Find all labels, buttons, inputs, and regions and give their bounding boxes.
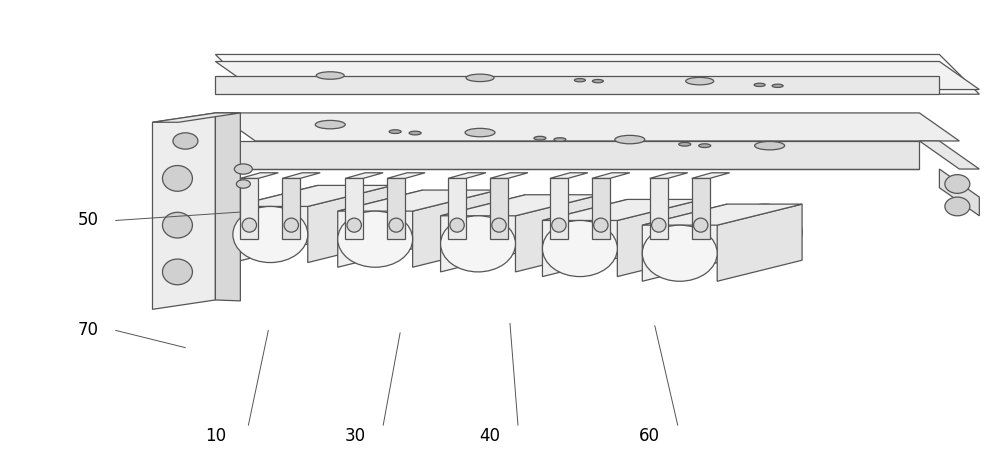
- Polygon shape: [152, 113, 215, 310]
- Polygon shape: [387, 178, 405, 239]
- Ellipse shape: [542, 220, 617, 277]
- Polygon shape: [542, 199, 627, 277]
- Ellipse shape: [466, 74, 494, 82]
- Ellipse shape: [162, 166, 192, 191]
- Polygon shape: [448, 173, 486, 178]
- Ellipse shape: [679, 143, 691, 146]
- Polygon shape: [152, 113, 240, 122]
- Ellipse shape: [755, 142, 785, 150]
- Polygon shape: [490, 173, 528, 178]
- Text: 70: 70: [78, 321, 99, 340]
- Polygon shape: [441, 195, 600, 216]
- Polygon shape: [448, 178, 466, 239]
- Ellipse shape: [592, 79, 603, 83]
- Polygon shape: [215, 76, 939, 94]
- Polygon shape: [692, 173, 730, 178]
- Ellipse shape: [594, 218, 608, 232]
- Ellipse shape: [284, 218, 298, 232]
- Text: 30: 30: [345, 427, 366, 445]
- Polygon shape: [650, 173, 688, 178]
- Ellipse shape: [450, 218, 464, 232]
- Text: 40: 40: [480, 427, 501, 445]
- Polygon shape: [338, 190, 423, 267]
- Ellipse shape: [234, 164, 252, 174]
- Ellipse shape: [409, 131, 421, 135]
- Ellipse shape: [574, 78, 585, 82]
- Ellipse shape: [552, 218, 566, 232]
- Ellipse shape: [162, 259, 192, 285]
- Ellipse shape: [642, 225, 717, 281]
- Polygon shape: [282, 173, 320, 178]
- Ellipse shape: [441, 216, 515, 272]
- Polygon shape: [215, 61, 979, 90]
- Ellipse shape: [465, 129, 495, 137]
- Ellipse shape: [492, 218, 506, 232]
- Polygon shape: [215, 113, 959, 141]
- Ellipse shape: [727, 204, 802, 260]
- Ellipse shape: [534, 136, 546, 140]
- Polygon shape: [240, 173, 278, 178]
- Ellipse shape: [627, 199, 702, 256]
- Polygon shape: [692, 178, 710, 239]
- Polygon shape: [240, 178, 258, 239]
- Polygon shape: [939, 169, 979, 216]
- Polygon shape: [550, 178, 568, 239]
- Polygon shape: [282, 178, 300, 239]
- Ellipse shape: [754, 83, 765, 86]
- Ellipse shape: [686, 77, 714, 85]
- Polygon shape: [919, 141, 979, 169]
- Polygon shape: [642, 204, 802, 225]
- Ellipse shape: [242, 218, 257, 232]
- Text: 60: 60: [639, 427, 660, 445]
- Ellipse shape: [694, 218, 708, 232]
- Polygon shape: [233, 185, 393, 206]
- Ellipse shape: [318, 185, 393, 242]
- Polygon shape: [490, 178, 508, 239]
- Polygon shape: [542, 199, 702, 220]
- Polygon shape: [592, 173, 630, 178]
- Ellipse shape: [389, 218, 403, 232]
- Polygon shape: [642, 204, 727, 281]
- Ellipse shape: [389, 130, 401, 134]
- Ellipse shape: [316, 72, 344, 79]
- Polygon shape: [650, 178, 668, 239]
- Polygon shape: [345, 173, 383, 178]
- Polygon shape: [215, 141, 919, 169]
- Text: 50: 50: [78, 212, 99, 229]
- Polygon shape: [308, 185, 393, 263]
- Polygon shape: [338, 190, 498, 211]
- Text: 10: 10: [205, 427, 226, 445]
- Polygon shape: [413, 190, 498, 267]
- Ellipse shape: [315, 121, 345, 129]
- Polygon shape: [515, 195, 600, 272]
- Ellipse shape: [173, 133, 198, 149]
- Polygon shape: [215, 113, 240, 301]
- Ellipse shape: [554, 138, 566, 142]
- Polygon shape: [345, 178, 363, 239]
- Polygon shape: [617, 199, 702, 277]
- Ellipse shape: [347, 218, 361, 232]
- Ellipse shape: [236, 180, 250, 188]
- Polygon shape: [233, 185, 318, 263]
- Ellipse shape: [945, 174, 970, 193]
- Polygon shape: [717, 204, 802, 281]
- Ellipse shape: [945, 197, 970, 216]
- Ellipse shape: [615, 136, 645, 144]
- Ellipse shape: [652, 218, 666, 232]
- Polygon shape: [550, 173, 588, 178]
- Polygon shape: [215, 54, 979, 94]
- Ellipse shape: [423, 190, 498, 246]
- Ellipse shape: [233, 206, 308, 263]
- Ellipse shape: [525, 195, 600, 251]
- Ellipse shape: [699, 144, 711, 148]
- Ellipse shape: [162, 212, 192, 238]
- Polygon shape: [592, 178, 610, 239]
- Ellipse shape: [772, 84, 783, 87]
- Polygon shape: [387, 173, 425, 178]
- Polygon shape: [441, 195, 525, 272]
- Ellipse shape: [338, 211, 413, 267]
